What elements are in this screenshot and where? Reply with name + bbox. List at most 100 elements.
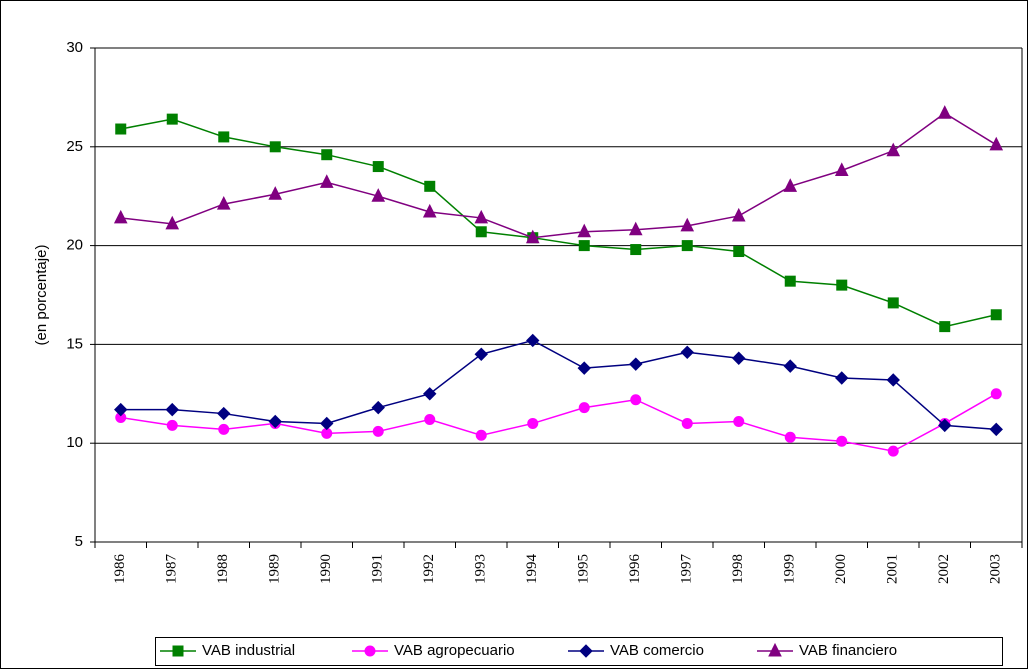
x-tick-label: 1992: [421, 554, 437, 584]
x-tick-label: 1996: [627, 554, 643, 585]
x-tick-label: 1986: [112, 554, 128, 585]
data-point: [475, 226, 487, 238]
legend-label: VAB industrial: [202, 642, 295, 659]
legend-label: VAB financiero: [799, 642, 897, 659]
data-point: [166, 113, 178, 125]
y-tick-label: 10: [66, 434, 83, 451]
data-point: [268, 414, 282, 429]
series-line: [120, 112, 997, 239]
data-point: [887, 297, 899, 309]
data-point: [578, 240, 590, 252]
legend-marker: [579, 644, 593, 658]
x-tick-label: 1995: [576, 554, 592, 584]
data-point: [424, 180, 436, 192]
data-point: [319, 174, 334, 188]
data-point: [938, 418, 952, 433]
data-point: [628, 221, 643, 236]
data-point: [784, 431, 796, 443]
data-point: [834, 162, 849, 177]
legend-marker: [364, 645, 376, 657]
data-point: [835, 371, 849, 385]
data-point: [577, 361, 591, 375]
data-point: [937, 105, 952, 119]
data-point: [113, 209, 128, 224]
data-point: [525, 229, 540, 244]
data-point: [166, 419, 178, 431]
data-point: [268, 186, 283, 200]
y-tick-label: 30: [66, 39, 83, 56]
data-point: [886, 142, 901, 157]
data-point: [321, 149, 333, 161]
data-point: [165, 215, 180, 230]
data-point: [680, 217, 695, 232]
y-tick-label: 20: [66, 237, 83, 254]
y-tick-label: 5: [75, 533, 83, 550]
data-point: [680, 345, 694, 360]
legend-label: VAB comercio: [610, 642, 704, 659]
x-tick-label: 2002: [936, 554, 952, 584]
x-tick-label: 1991: [370, 554, 386, 584]
data-point: [887, 445, 899, 457]
x-tick-label: 1994: [524, 554, 540, 585]
data-point: [784, 275, 796, 287]
data-point: [630, 394, 642, 406]
data-point: [578, 402, 590, 414]
data-point: [371, 400, 385, 415]
data-point: [733, 246, 745, 258]
data-point: [783, 359, 797, 373]
data-point: [372, 425, 384, 437]
data-point: [731, 207, 746, 222]
x-tick-label: 1990: [318, 554, 334, 584]
data-point: [733, 415, 745, 427]
data-point: [372, 161, 384, 173]
series-line: [120, 393, 997, 452]
y-tick-label: 15: [66, 335, 83, 352]
data-point: [165, 402, 179, 417]
data-point: [269, 141, 281, 153]
data-point: [422, 203, 437, 218]
legend-marker: [172, 645, 184, 657]
data-point: [474, 347, 488, 361]
data-point: [475, 429, 487, 441]
x-tick-label: 2001: [885, 554, 901, 584]
data-point: [423, 387, 437, 401]
data-point: [218, 131, 230, 143]
data-point: [216, 195, 231, 210]
x-tick-label: 1999: [782, 554, 798, 584]
series-line: [120, 339, 997, 431]
y-axis-label: (en porcentaje): [33, 245, 50, 346]
x-tick-label: 1997: [679, 554, 695, 585]
data-point: [474, 209, 489, 224]
data-point: [577, 223, 592, 238]
x-tick-label: 2000: [833, 554, 849, 584]
data-point: [939, 321, 951, 333]
data-point: [630, 244, 642, 256]
data-point: [629, 357, 643, 371]
data-point: [217, 406, 231, 421]
data-point: [886, 373, 900, 387]
series-line: [120, 118, 997, 328]
data-point: [990, 388, 1002, 400]
x-tick-label: 1987: [164, 554, 180, 585]
data-point: [783, 178, 798, 192]
data-point: [989, 136, 1004, 151]
x-tick-label: 2003: [988, 554, 1004, 584]
data-point: [681, 417, 693, 429]
data-point: [218, 423, 230, 435]
data-point: [526, 333, 540, 348]
data-point: [424, 413, 436, 425]
x-tick-label: 1993: [473, 554, 489, 584]
data-point: [836, 279, 848, 291]
data-point: [115, 123, 127, 135]
x-tick-label: 1998: [730, 554, 746, 584]
data-point: [320, 416, 334, 431]
data-point: [836, 435, 848, 447]
data-point: [114, 402, 128, 417]
data-point: [990, 309, 1002, 321]
data-point: [681, 240, 693, 252]
y-tick-label: 25: [66, 138, 83, 155]
data-point: [527, 417, 539, 429]
